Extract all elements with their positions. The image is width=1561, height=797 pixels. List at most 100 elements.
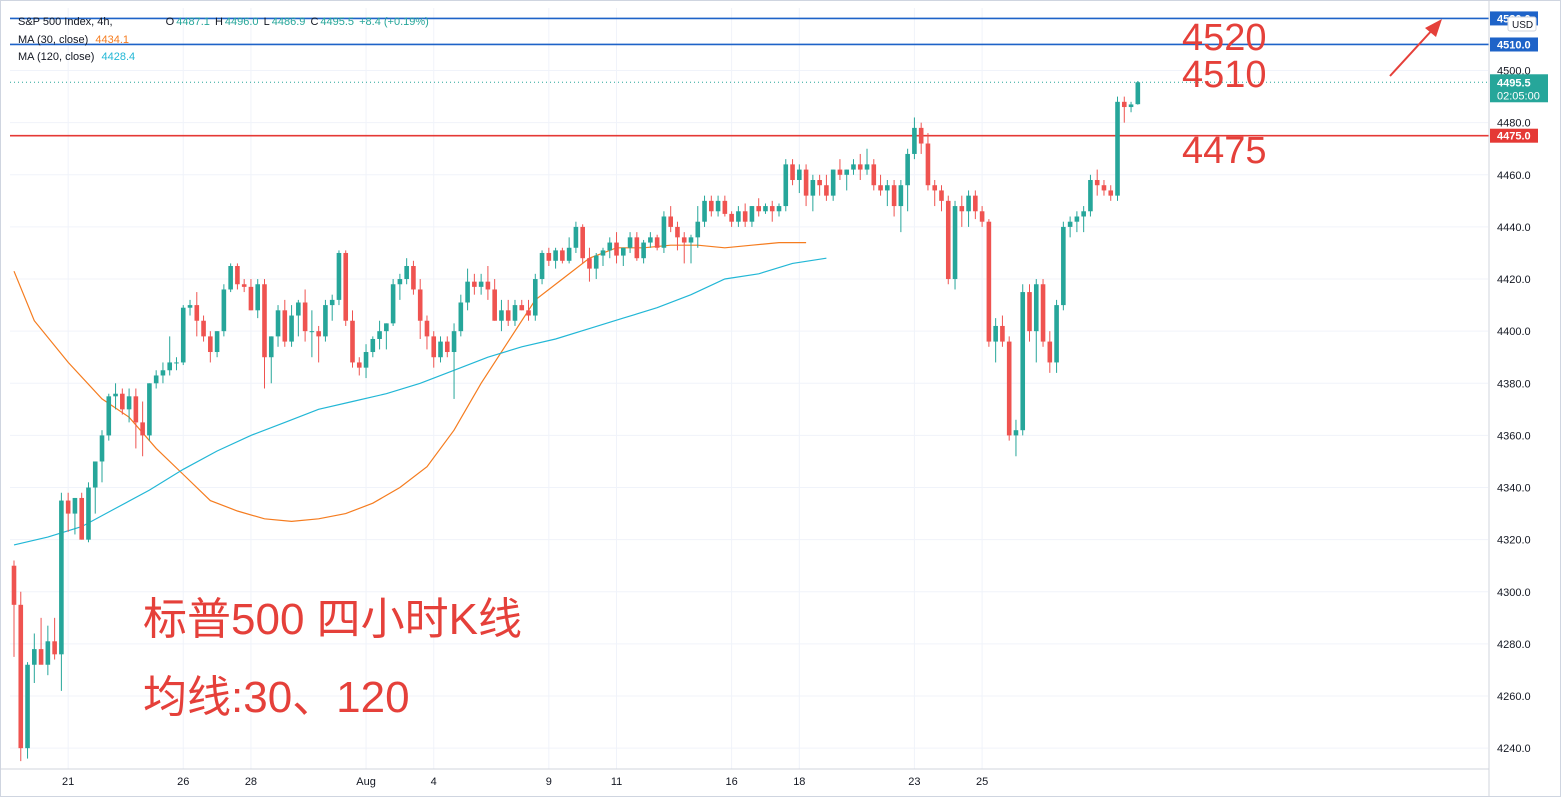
price-tick-label: 4420.0 [1497, 274, 1531, 286]
candle-body [539, 252, 545, 280]
ma120-line [13, 257, 827, 546]
candle-body [939, 190, 944, 201]
candle-body [600, 250, 606, 256]
candle-body [959, 206, 965, 212]
candle-body [38, 649, 44, 665]
ma120-label: MA (120, close) [18, 51, 95, 63]
candle-body [329, 299, 335, 306]
price-tick-label: 4280.0 [1497, 639, 1531, 651]
candle-body [384, 323, 389, 332]
candle-body [99, 435, 105, 462]
candle-body [641, 242, 646, 259]
candle-body [363, 352, 369, 368]
ma30-label: MA (30, close) [18, 34, 89, 46]
annotation-4475: 4475 [1182, 130, 1267, 172]
candle-body [742, 211, 748, 222]
low-label: L [263, 16, 270, 28]
time-tick-label: 9 [546, 776, 552, 788]
candle-body [715, 200, 721, 212]
close-value: 4495.5 [320, 16, 355, 28]
candle-body [607, 242, 613, 251]
candle-body [59, 500, 64, 655]
candle-body [1006, 341, 1012, 436]
legend-ma30-row[interactable]: MA (30, close) 4434.1 [18, 34, 129, 46]
candle-body [174, 362, 179, 364]
candle-body [790, 164, 795, 181]
ma120-value: 4428.4 [101, 51, 136, 63]
candle-body [952, 206, 958, 280]
candle-body [709, 200, 714, 212]
candle-body [390, 284, 396, 324]
candle-body [228, 266, 233, 290]
candle-body [830, 169, 836, 196]
candle-body [411, 266, 416, 290]
arrow-head [1425, 19, 1442, 37]
candle-body [912, 127, 917, 154]
candle-body [52, 641, 57, 655]
candle-body [336, 252, 342, 300]
candle-body [113, 393, 118, 397]
candle-body [1033, 284, 1039, 332]
candle-body [864, 164, 870, 170]
grid [10, 8, 1488, 769]
candle-body [1013, 430, 1019, 436]
candle-body [485, 281, 491, 290]
candle-body [458, 302, 464, 332]
symbol-label: S&P 500 Index, 4h, [18, 16, 113, 28]
candle-body [32, 649, 37, 665]
candle-body [72, 497, 78, 514]
candle-body [573, 226, 579, 248]
candle-body [377, 331, 382, 339]
candle-body [668, 216, 673, 227]
candle-body [65, 500, 71, 514]
candle-body [79, 497, 84, 540]
candle-body [275, 310, 281, 337]
time-tick-label: 23 [908, 776, 920, 788]
candle-body [871, 164, 877, 186]
time-tick-label: Aug [356, 776, 376, 788]
candle-body [993, 325, 998, 342]
candle-body [654, 237, 660, 248]
legend-ma120-row[interactable]: MA (120, close) 4428.4 [18, 51, 135, 63]
candle-body [756, 206, 761, 212]
candle-body [201, 320, 206, 337]
candle-body [492, 289, 497, 321]
candle-body [1121, 101, 1127, 108]
candle-body [1047, 341, 1053, 363]
candle-body [45, 641, 51, 665]
time-tick-label: 4 [431, 776, 437, 788]
candle-body [783, 164, 789, 207]
arrow-shaft [1389, 27, 1435, 77]
last-price-tag [1490, 74, 1548, 103]
candle-body [180, 307, 186, 363]
change-value: +8.4 (+0.19%) [359, 16, 429, 28]
candle-body [736, 211, 741, 222]
annotation-title-cn: 标普500 四小时K线 [143, 595, 522, 644]
candle-body [147, 383, 152, 436]
candle-body [817, 180, 822, 186]
candle-body [25, 664, 30, 749]
candle-body [505, 310, 511, 321]
candle-body [187, 305, 193, 308]
candle-body [356, 362, 362, 368]
candle-body [1088, 180, 1093, 212]
candle-body [891, 185, 897, 207]
candle-body [350, 320, 355, 363]
candle-body [627, 237, 633, 248]
high-value: 4496.0 [224, 16, 259, 28]
candle-body [634, 237, 640, 259]
candle-body [553, 250, 558, 261]
price-tick-label: 4480.0 [1497, 118, 1531, 130]
candle-body [519, 305, 525, 311]
candle-body [451, 331, 457, 353]
candle-body [824, 185, 829, 196]
time-tick-label: 28 [245, 776, 257, 788]
candle-body [1061, 226, 1066, 306]
candle-body [621, 247, 626, 256]
candle-body [248, 286, 254, 311]
candle-body [302, 302, 308, 332]
price-tick-label: 4260.0 [1497, 691, 1531, 703]
candle-body [208, 336, 213, 353]
candle-body [1000, 325, 1005, 342]
